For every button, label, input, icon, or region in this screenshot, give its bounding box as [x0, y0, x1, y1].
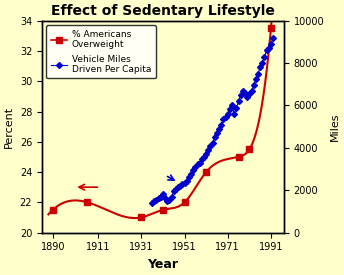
Title: Effect of Sedentary Lifestyle: Effect of Sedentary Lifestyle: [51, 4, 275, 18]
Y-axis label: Percent: Percent: [4, 106, 14, 148]
Y-axis label: Miles: Miles: [330, 112, 340, 141]
Legend: % Americans
Overweight, Vehicle Miles
Driven Per Capita: % Americans Overweight, Vehicle Miles Dr…: [46, 25, 155, 78]
X-axis label: Year: Year: [148, 258, 179, 271]
